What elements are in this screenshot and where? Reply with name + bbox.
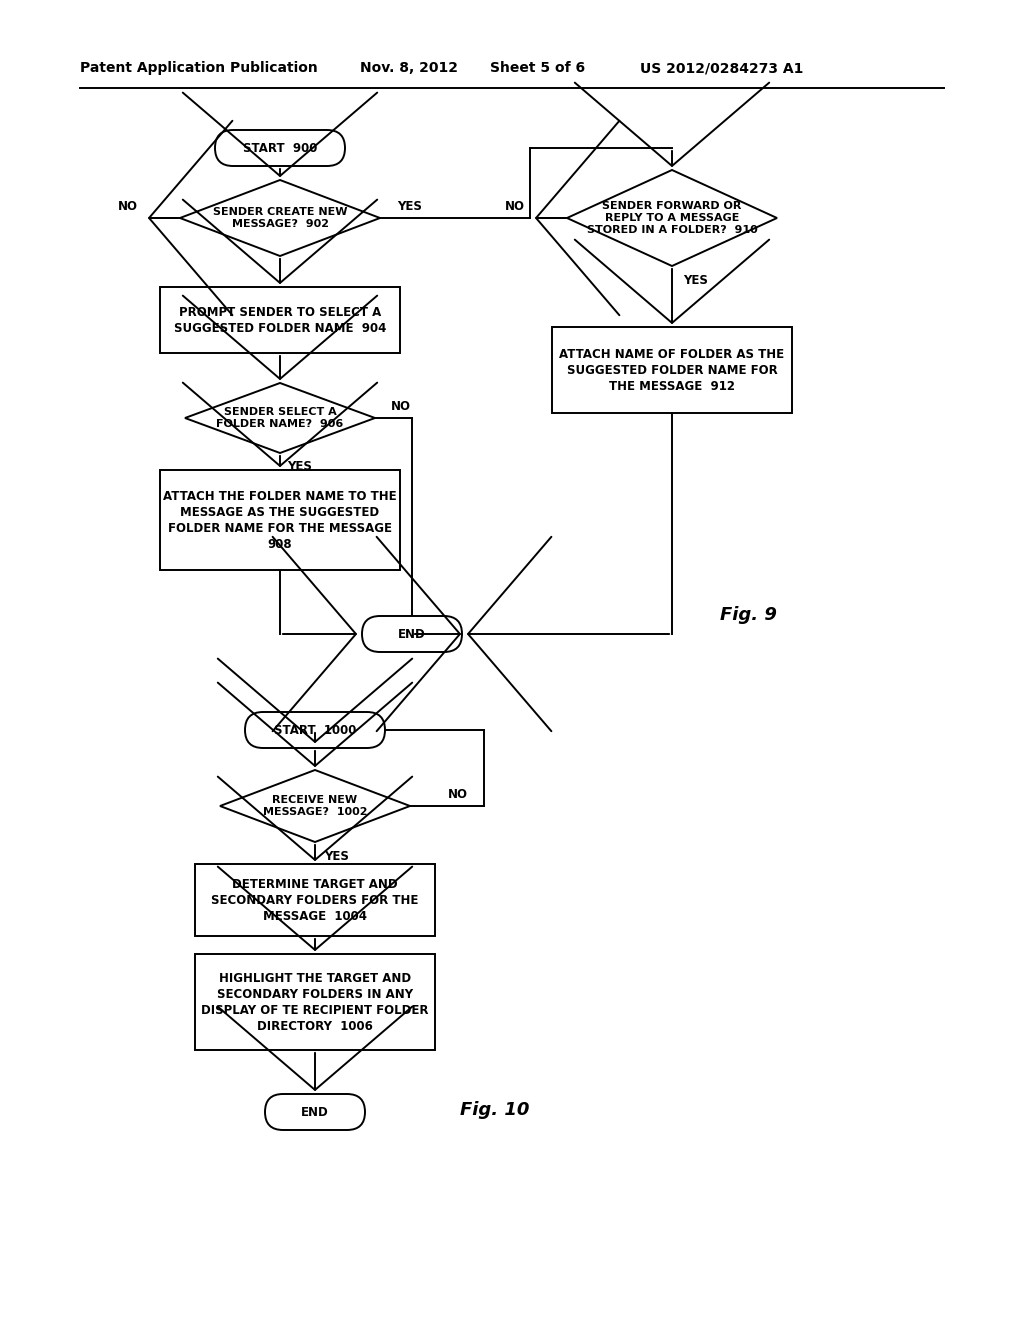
Polygon shape — [220, 770, 410, 842]
Text: RECEIVE NEW
MESSAGE?  1002: RECEIVE NEW MESSAGE? 1002 — [263, 795, 368, 817]
Text: ATTACH THE FOLDER NAME TO THE
MESSAGE AS THE SUGGESTED
FOLDER NAME FOR THE MESSA: ATTACH THE FOLDER NAME TO THE MESSAGE AS… — [163, 490, 397, 550]
Text: YES: YES — [325, 850, 349, 862]
FancyBboxPatch shape — [552, 327, 792, 413]
Text: NO: NO — [391, 400, 411, 412]
FancyBboxPatch shape — [195, 954, 435, 1049]
Text: YES: YES — [397, 199, 423, 213]
Text: Fig. 10: Fig. 10 — [460, 1101, 529, 1119]
FancyBboxPatch shape — [195, 865, 435, 936]
Text: NO: NO — [505, 199, 525, 213]
Text: Patent Application Publication: Patent Application Publication — [80, 61, 317, 75]
Text: Fig. 9: Fig. 9 — [720, 606, 777, 624]
Text: Sheet 5 of 6: Sheet 5 of 6 — [490, 61, 585, 75]
FancyBboxPatch shape — [245, 711, 385, 748]
Text: SENDER FORWARD OR
REPLY TO A MESSAGE
STORED IN A FOLDER?  910: SENDER FORWARD OR REPLY TO A MESSAGE STO… — [587, 202, 758, 235]
Polygon shape — [185, 383, 375, 453]
Text: SENDER SELECT A
FOLDER NAME?  906: SENDER SELECT A FOLDER NAME? 906 — [216, 407, 344, 429]
Polygon shape — [180, 180, 380, 256]
Text: US 2012/0284273 A1: US 2012/0284273 A1 — [640, 61, 804, 75]
Text: START  900: START 900 — [243, 141, 317, 154]
Text: END: END — [398, 627, 426, 640]
Text: DETERMINE TARGET AND
SECONDARY FOLDERS FOR THE
MESSAGE  1004: DETERMINE TARGET AND SECONDARY FOLDERS F… — [211, 878, 419, 923]
Text: SENDER CREATE NEW
MESSAGE?  902: SENDER CREATE NEW MESSAGE? 902 — [213, 207, 347, 228]
Polygon shape — [567, 170, 777, 267]
Text: NO: NO — [118, 199, 138, 213]
FancyBboxPatch shape — [215, 129, 345, 166]
Text: START  1000: START 1000 — [273, 723, 356, 737]
Text: YES: YES — [684, 273, 709, 286]
Text: NO: NO — [449, 788, 468, 800]
FancyBboxPatch shape — [160, 286, 400, 352]
FancyBboxPatch shape — [265, 1094, 365, 1130]
FancyBboxPatch shape — [160, 470, 400, 570]
Text: END: END — [301, 1106, 329, 1118]
Text: Nov. 8, 2012: Nov. 8, 2012 — [360, 61, 458, 75]
Text: PROMPT SENDER TO SELECT A
SUGGESTED FOLDER NAME  904: PROMPT SENDER TO SELECT A SUGGESTED FOLD… — [174, 305, 386, 334]
Text: ATTACH NAME OF FOLDER AS THE
SUGGESTED FOLDER NAME FOR
THE MESSAGE  912: ATTACH NAME OF FOLDER AS THE SUGGESTED F… — [559, 347, 784, 392]
Text: HIGHLIGHT THE TARGET AND
SECONDARY FOLDERS IN ANY
DISPLAY OF TE RECIPIENT FOLDER: HIGHLIGHT THE TARGET AND SECONDARY FOLDE… — [202, 972, 429, 1032]
FancyBboxPatch shape — [362, 616, 462, 652]
Text: YES: YES — [288, 461, 312, 474]
